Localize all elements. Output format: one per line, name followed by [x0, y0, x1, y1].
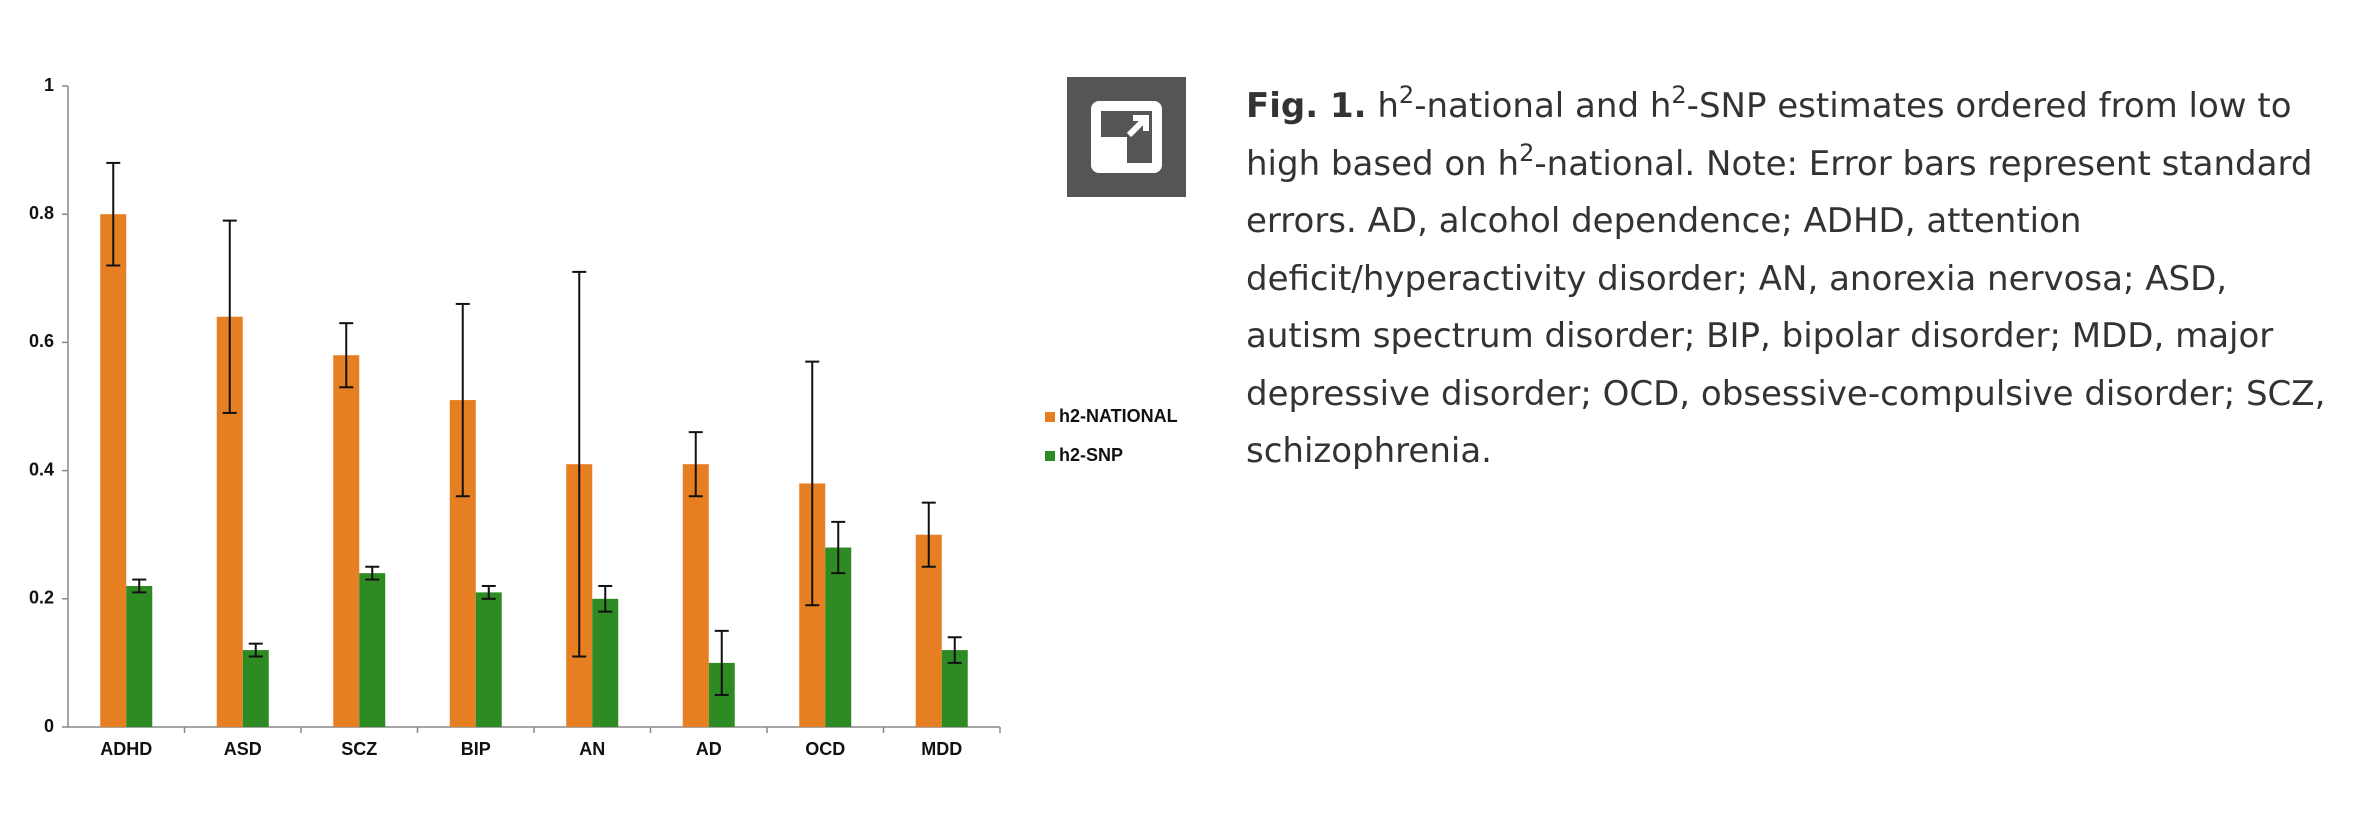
x-tick-label: ADHD	[100, 739, 152, 759]
y-tick-label: 0.8	[29, 203, 54, 223]
error-bar	[481, 584, 496, 600]
bar	[592, 598, 619, 727]
y-tick-label: 0	[44, 716, 54, 736]
error-bar	[572, 270, 587, 658]
superscript: 2	[1671, 81, 1687, 109]
error-bar	[947, 636, 962, 664]
x-tick-label: ASD	[224, 739, 262, 759]
caption-text: -national and h	[1414, 86, 1672, 126]
bar	[100, 214, 127, 727]
x-tick-label: BIP	[461, 739, 491, 759]
x-tick-label: AN	[579, 739, 605, 759]
y-tick-label: 0.4	[29, 459, 54, 479]
bar	[475, 592, 502, 727]
error-bar	[455, 302, 470, 498]
superscript: 2	[1519, 138, 1535, 167]
expand-figure-button[interactable]	[1067, 77, 1186, 197]
legend-label: h2-NATIONAL	[1059, 406, 1178, 426]
legend-label: h2-SNP	[1059, 445, 1123, 465]
icon-arrow	[1126, 115, 1149, 138]
chart: 0 0.2 0.4 0.6 0.8 1 ADHD ASD SCZ BIP AN AD OCD MDD h2-…	[29, 75, 1178, 759]
legend-swatch	[1045, 451, 1055, 461]
x-tick-label: MDD	[921, 739, 962, 759]
superscript: 2	[1398, 81, 1415, 109]
bar	[825, 547, 852, 727]
bar	[359, 573, 386, 727]
caption-text: -national. Note: Error bars represent st…	[1246, 143, 2326, 472]
error-bar	[222, 219, 237, 414]
error-bar	[106, 161, 121, 267]
y-tick-label: 0.6	[29, 331, 54, 351]
legend-swatch	[1045, 412, 1055, 422]
caption-label: Fig. 1.	[1246, 86, 1367, 126]
x-tick-label: AD	[696, 739, 722, 759]
error-bar	[714, 629, 729, 696]
error-bar	[688, 431, 703, 498]
error-bar	[248, 642, 263, 658]
error-bar	[132, 578, 147, 594]
caption-text: -SNP estimates ordered from low to high …	[1246, 86, 2292, 184]
error-bar	[805, 360, 820, 607]
figure-caption: Fig. 1. h2-national and h2-SNP estimates…	[1246, 78, 2336, 481]
x-tick-label: OCD	[805, 739, 845, 759]
bar	[682, 464, 709, 727]
error-bar	[831, 520, 846, 575]
error-bar	[339, 322, 354, 389]
x-tick-label: SCZ	[341, 739, 377, 759]
y-tick-label: 0.2	[29, 588, 54, 608]
error-bar	[598, 584, 613, 613]
caption-text: h	[1366, 86, 1399, 126]
error-bar	[921, 501, 936, 568]
bar	[333, 355, 360, 727]
y-tick-label: 1	[44, 75, 54, 95]
bar	[242, 650, 269, 727]
bar	[126, 585, 153, 727]
error-bar	[365, 565, 380, 581]
icon-small-square	[1101, 137, 1127, 163]
